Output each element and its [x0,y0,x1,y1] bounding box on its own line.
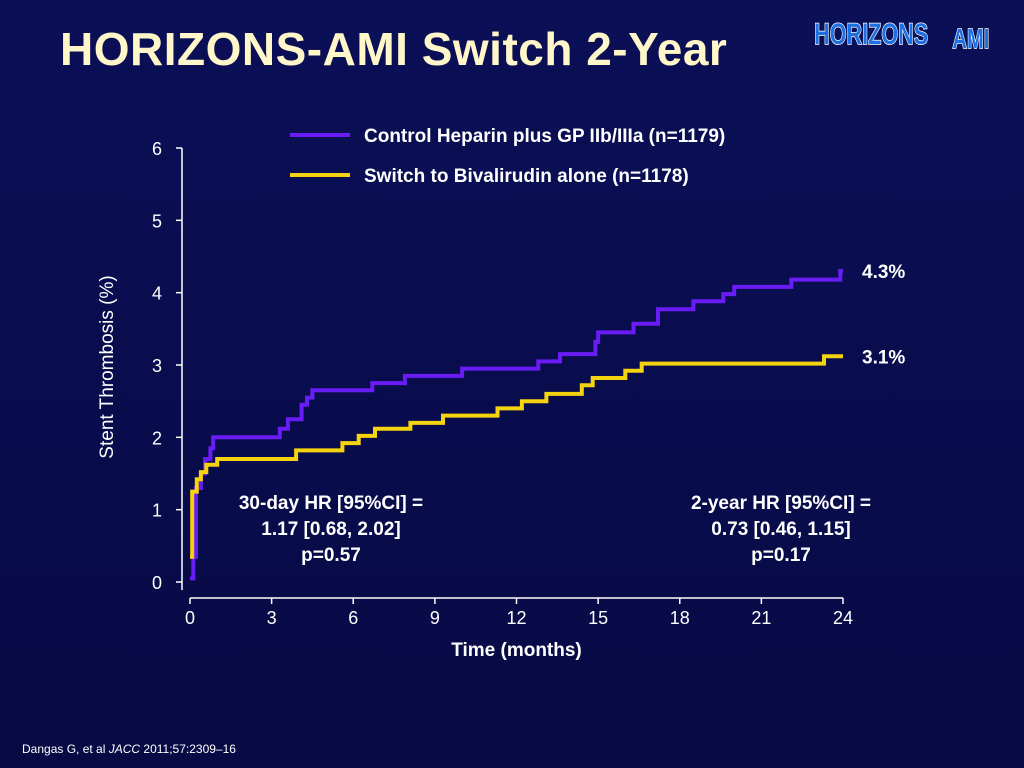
citation-journal: JACC [108,742,141,756]
citation-details: 2011;57:2309–16 [140,742,236,756]
citation-authors: Dangas G, et al [22,742,109,756]
svg-text:AMI: AMI [952,24,989,55]
end-label-2: 3.1% [862,347,905,368]
x-tick-label: 15 [588,608,608,628]
legend-label-2: Switch to Bivalirudin alone (n=1178) [364,166,689,187]
x-tick-label: 6 [348,608,358,628]
y-tick-label: 3 [152,356,162,376]
y-tick-label: 0 [152,573,162,593]
x-tick-label: 3 [267,608,277,628]
svg-text:HORIZONS: HORIZONS [814,16,928,50]
hr-annotation-1-line-3: p=0.57 [301,545,361,566]
x-axis-label: Time (months) [451,640,582,661]
hr-annotation-2-line-2: 0.73 [0.46, 1.15] [711,519,850,540]
x-tick-label: 21 [751,608,771,628]
hr-annotation-1-line-1: 30-day HR [95%CI] = [239,493,423,514]
x-tick-label: 12 [506,608,526,628]
hr-annotation-2-line-1: 2-year HR [95%CI] = [691,493,871,514]
x-tick-label: 18 [670,608,690,628]
y-tick-label: 1 [152,501,162,521]
hr-annotation-2-line-3: p=0.17 [751,545,811,566]
series-line-2 [190,354,843,559]
horizons-ami-logo: HORIZONS AMI [814,16,990,56]
slide-title: HORIZONS-AMI Switch 2-Year [60,23,728,75]
series-line-1 [190,269,843,581]
y-axis-label: Stent Thrombosis (%) [97,275,118,458]
x-tick-label: 0 [185,608,195,628]
y-tick-label: 4 [152,284,162,304]
y-tick-label: 2 [152,428,162,448]
legend-label-1: Control Heparin plus GP IIb/IIIa (n=1179… [364,126,725,147]
hr-annotation-1-line-2: 1.17 [0.68, 2.02] [261,519,400,540]
x-tick-label: 9 [430,608,440,628]
citation: Dangas G, et al JACC 2011;57:2309–16 [22,742,236,756]
y-tick-label: 5 [152,211,162,231]
y-tick-label: 6 [152,139,162,159]
end-label-1: 4.3% [862,262,905,283]
x-tick-label: 24 [833,608,853,628]
